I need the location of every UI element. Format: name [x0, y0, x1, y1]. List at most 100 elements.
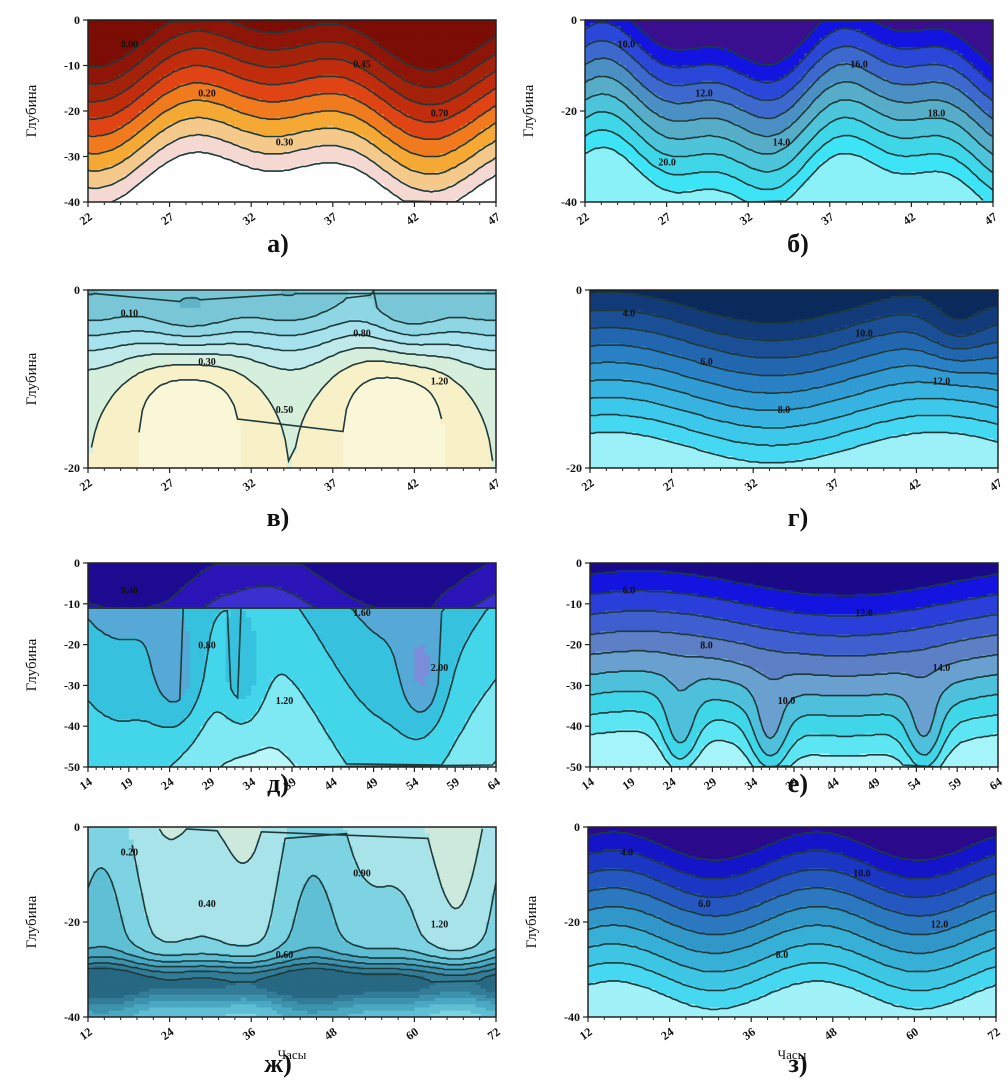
field-cell — [164, 189, 171, 194]
field-cell — [952, 20, 958, 24]
field-cell — [220, 195, 227, 200]
field-cell — [343, 144, 349, 148]
field-cell — [465, 165, 472, 170]
field-cell — [317, 183, 324, 188]
field-cell — [184, 177, 191, 182]
field-cell — [343, 162, 349, 167]
field-cell — [108, 192, 115, 197]
field-cell — [246, 114, 252, 118]
field-cell — [230, 183, 237, 188]
field-cell — [404, 123, 410, 127]
field-cell — [108, 107, 115, 112]
field-cell — [794, 23, 800, 27]
field-cell — [470, 29, 477, 33]
field-cell — [434, 186, 441, 191]
field-cell — [399, 159, 405, 164]
field-cell — [225, 35, 232, 39]
field-cell — [312, 198, 319, 202]
field-cell — [414, 107, 421, 112]
field-cell — [455, 47, 461, 51]
field-cell — [409, 159, 415, 164]
field-cell — [276, 126, 283, 130]
field-cell — [149, 186, 155, 191]
field-cell — [292, 144, 298, 148]
field-cell — [123, 144, 130, 148]
field-cell — [358, 92, 364, 97]
field-cell — [378, 32, 385, 36]
field-cell — [490, 144, 496, 148]
field-cell — [460, 147, 466, 152]
field-cell — [251, 111, 257, 115]
field-cell — [337, 29, 344, 33]
field-cell — [190, 86, 196, 91]
field-cell — [337, 26, 344, 30]
field-cell — [261, 165, 268, 170]
field-cell — [455, 171, 461, 176]
field-cell — [159, 171, 166, 176]
field-cell — [128, 120, 135, 124]
field-cell — [292, 111, 298, 115]
field-cell — [169, 56, 176, 61]
field-cell — [947, 20, 953, 24]
field-cell — [332, 186, 339, 191]
field-cell — [317, 41, 324, 45]
field-cell — [353, 144, 359, 148]
field-cell — [460, 171, 466, 176]
field-cell — [118, 135, 125, 139]
field-cell — [450, 153, 456, 158]
field-cell — [480, 186, 487, 191]
field-cell — [414, 198, 421, 202]
field-cell — [144, 180, 150, 185]
field-cell — [200, 141, 206, 145]
field-cell — [434, 168, 441, 173]
field-cell — [445, 135, 451, 139]
field-cell — [475, 41, 482, 45]
field-cell — [429, 192, 436, 197]
field-cell — [266, 150, 273, 155]
field-cell — [271, 53, 278, 57]
field-cell — [174, 107, 181, 112]
field-cell — [215, 77, 222, 82]
field-cell — [475, 144, 482, 148]
field-cell — [388, 126, 395, 130]
field-cell — [625, 20, 632, 24]
field-cell — [88, 123, 94, 127]
field-cell — [424, 35, 431, 39]
field-cell — [266, 189, 273, 194]
field-cell — [88, 41, 94, 45]
field-cell — [292, 77, 298, 82]
field-cell — [388, 56, 395, 61]
field-cell — [149, 192, 155, 197]
field-cell — [149, 29, 155, 33]
field-cell — [343, 141, 349, 145]
field-cell — [368, 123, 375, 127]
field-cell — [368, 80, 375, 85]
field-cell — [337, 83, 344, 88]
field-cell — [445, 132, 451, 136]
panel-caption: а) — [267, 229, 289, 258]
field-cell — [337, 71, 344, 76]
field-cell — [108, 68, 115, 73]
field-cell — [164, 120, 171, 124]
field-cell — [404, 74, 410, 79]
field-cell — [302, 153, 308, 158]
field-cell — [388, 150, 395, 155]
field-cell — [455, 92, 461, 97]
field-cell — [368, 65, 375, 70]
field-cell — [404, 156, 410, 161]
field-cell — [327, 195, 334, 200]
field-cell — [460, 68, 466, 73]
field-cell — [195, 74, 201, 79]
field-cell — [424, 107, 431, 112]
field-cell — [404, 53, 410, 57]
field-cell — [429, 107, 436, 112]
field-cell — [373, 44, 380, 48]
field-cell — [164, 195, 171, 200]
field-cell — [332, 104, 339, 109]
field-cell — [200, 198, 206, 202]
field-cell — [292, 183, 298, 188]
field-cell — [450, 101, 456, 106]
field-cell — [123, 86, 130, 91]
field-cell — [388, 132, 395, 136]
field-cell — [378, 147, 385, 152]
